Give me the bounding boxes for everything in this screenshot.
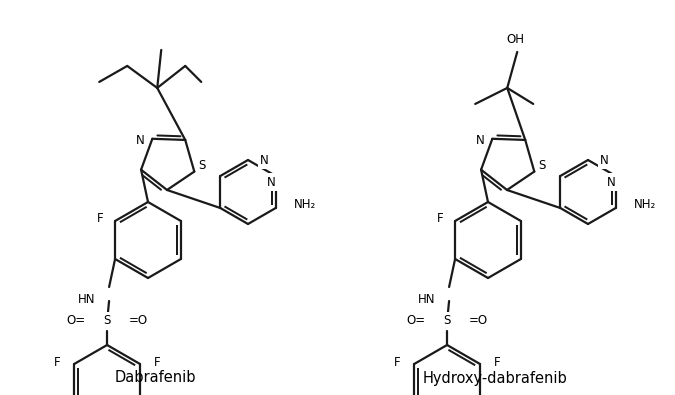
Text: N: N	[136, 134, 144, 147]
Text: S: S	[198, 159, 206, 172]
Text: S: S	[443, 314, 451, 327]
Text: OH: OH	[506, 34, 524, 47]
Text: O=: O=	[406, 314, 425, 327]
Text: F: F	[437, 213, 443, 226]
Text: HN: HN	[418, 293, 435, 306]
Text: F: F	[394, 356, 400, 369]
Text: =O: =O	[129, 314, 148, 327]
Text: N: N	[600, 154, 609, 167]
Text: N: N	[267, 175, 276, 188]
Text: F: F	[53, 356, 60, 369]
Text: O=: O=	[66, 314, 85, 327]
Text: NH₂: NH₂	[294, 198, 316, 211]
Text: N: N	[260, 154, 269, 167]
Text: F: F	[494, 356, 501, 369]
Text: Dabrafenib: Dabrafenib	[114, 371, 196, 386]
Text: HN: HN	[78, 293, 95, 306]
Text: N: N	[608, 175, 616, 188]
Text: N: N	[476, 134, 485, 147]
Text: S: S	[103, 314, 111, 327]
Text: S: S	[539, 159, 546, 172]
Text: =O: =O	[469, 314, 488, 327]
Text: F: F	[154, 356, 161, 369]
Text: NH₂: NH₂	[634, 198, 656, 211]
Text: Hydroxy-dabrafenib: Hydroxy-dabrafenib	[423, 371, 568, 386]
Text: F: F	[97, 213, 103, 226]
